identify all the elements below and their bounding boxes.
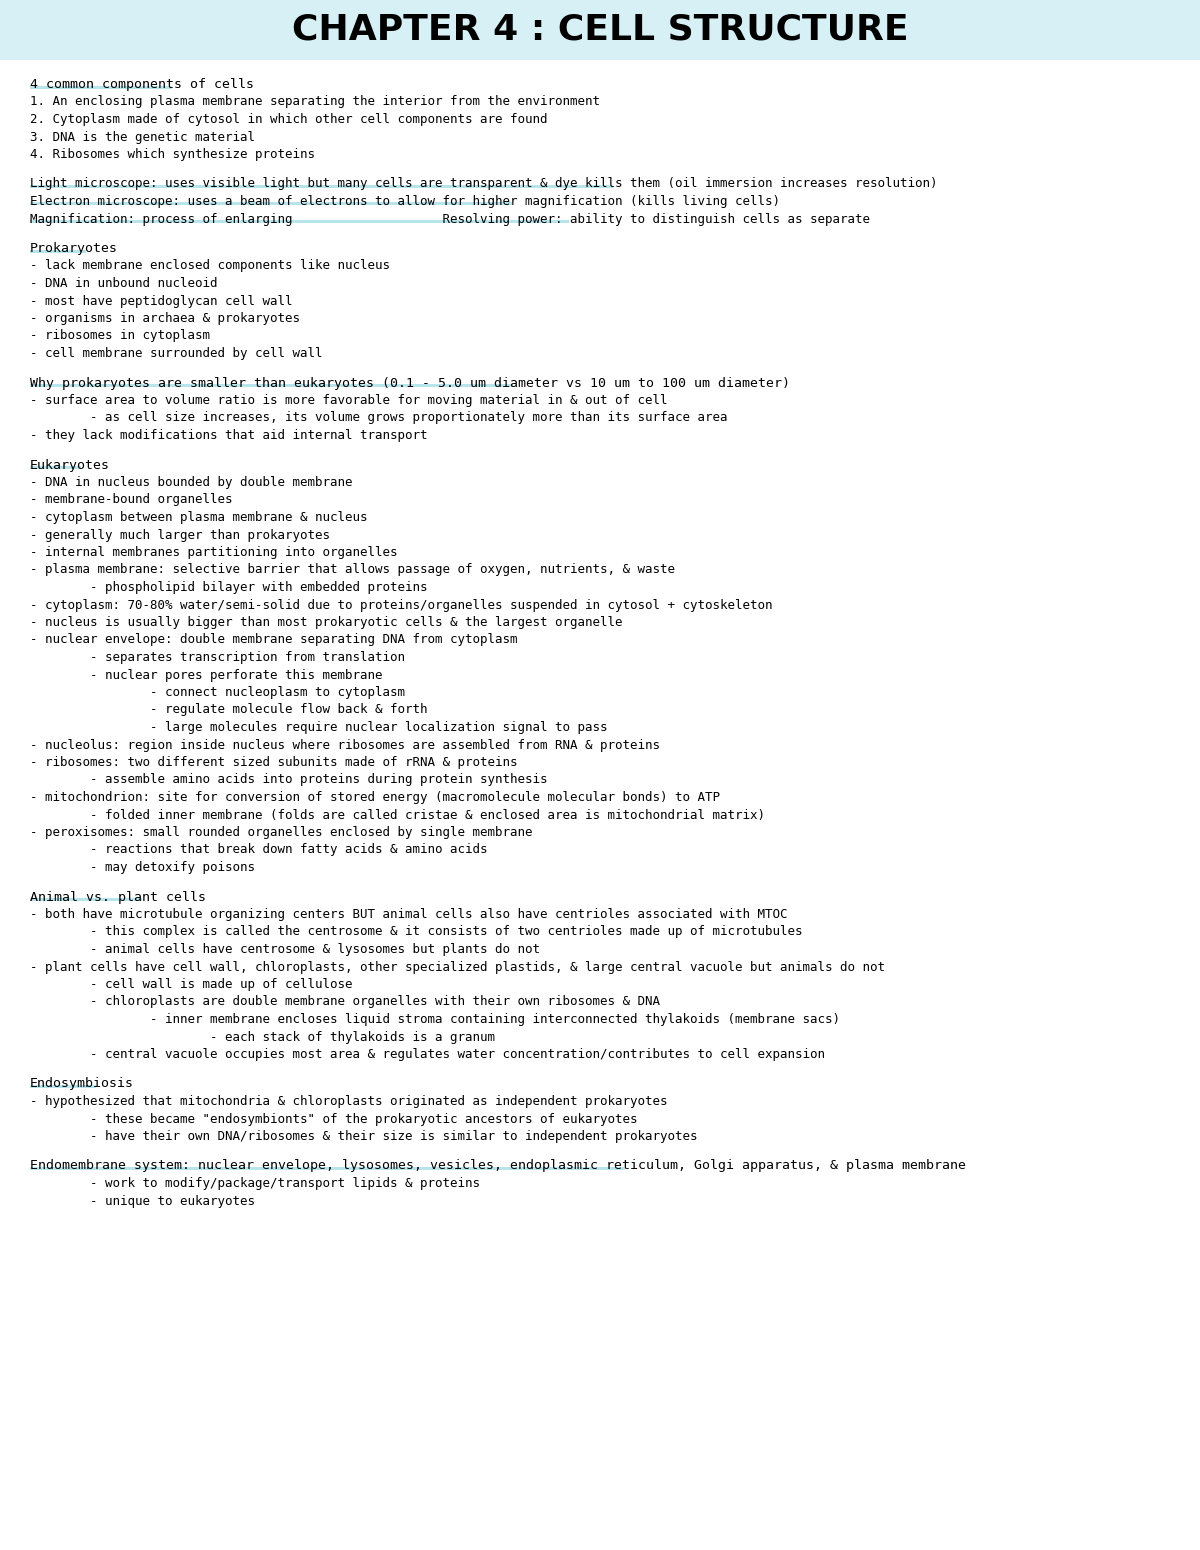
Text: - DNA in unbound nucleoid: - DNA in unbound nucleoid: [30, 277, 217, 290]
Text: - as cell size increases, its volume grows proportionately more than its surface: - as cell size increases, its volume gro…: [30, 411, 727, 425]
Text: - assemble amino acids into proteins during protein synthesis: - assemble amino acids into proteins dur…: [30, 773, 547, 786]
Text: Why prokaryotes are smaller than eukaryotes (0.1 - 5.0 um diameter vs 10 um to 1: Why prokaryotes are smaller than eukaryo…: [30, 377, 790, 389]
Bar: [30, 897, 142, 901]
Text: - cell wall is made up of cellulose: - cell wall is made up of cellulose: [30, 978, 353, 990]
Text: - internal membranes partitioning into organelles: - internal membranes partitioning into o…: [30, 546, 397, 560]
Text: - ribosomes: two different sized subunits made of rRNA & proteins: - ribosomes: two different sized subunit…: [30, 756, 517, 769]
Text: - reactions that break down fatty acids & amino acids: - reactions that break down fatty acids …: [30, 843, 487, 857]
Text: - connect nucleoplasm to cytoplasm: - connect nucleoplasm to cytoplasm: [30, 687, 406, 699]
Text: CHAPTER 4 : CELL STRUCTURE: CHAPTER 4 : CELL STRUCTURE: [292, 12, 908, 46]
Text: - cytoplasm: 70-80% water/semi-solid due to proteins/organelles suspended in cyt: - cytoplasm: 70-80% water/semi-solid due…: [30, 598, 773, 612]
Text: - work to modify/package/transport lipids & proteins: - work to modify/package/transport lipid…: [30, 1176, 480, 1190]
Text: Endomembrane system: nuclear envelope, lysosomes, vesicles, endoplasmic reticulu: Endomembrane system: nuclear envelope, l…: [30, 1159, 966, 1172]
Text: - regulate molecule flow back & forth: - regulate molecule flow back & forth: [30, 704, 427, 716]
Text: - DNA in nucleus bounded by double membrane: - DNA in nucleus bounded by double membr…: [30, 476, 353, 488]
Text: - membrane-bound organelles: - membrane-bound organelles: [30, 493, 233, 507]
Bar: [30, 85, 173, 88]
Text: - these became "endosymbionts" of the prokaryotic ancestors of eukaryotes: - these became "endosymbionts" of the pr…: [30, 1113, 637, 1125]
Text: Electron microscope: uses a beam of electrons to allow for higher magnification : Electron microscope: uses a beam of elec…: [30, 195, 780, 208]
Text: - inner membrane encloses liquid stroma containing interconnected thylakoids (me: - inner membrane encloses liquid stroma …: [30, 1014, 840, 1026]
Text: - organisms in archaea & prokaryotes: - organisms in archaea & prokaryotes: [30, 312, 300, 326]
Text: - peroxisomes: small rounded organelles enclosed by single membrane: - peroxisomes: small rounded organelles …: [30, 826, 533, 839]
Bar: [30, 1167, 625, 1170]
Text: 4. Ribosomes which synthesize proteins: 4. Ribosomes which synthesize proteins: [30, 147, 314, 161]
Text: - plasma membrane: selective barrier that allows passage of oxygen, nutrients, &: - plasma membrane: selective barrier tha…: [30, 564, 674, 577]
Text: - ribosomes in cytoplasm: - ribosomes in cytoplasm: [30, 330, 210, 343]
Text: - both have microtubule organizing centers BUT animal cells also have centrioles: - both have microtubule organizing cente…: [30, 908, 787, 921]
Text: 3. DNA is the genetic material: 3. DNA is the genetic material: [30, 130, 256, 144]
Text: - separates transcription from translation: - separates transcription from translati…: [30, 651, 406, 663]
Bar: [0, 0, 1200, 60]
Text: - plant cells have cell wall, chloroplasts, other specialized plastids, & large : - plant cells have cell wall, chloroplas…: [30, 961, 886, 973]
Text: - chloroplasts are double membrane organelles with their own ribosomes & DNA: - chloroplasts are double membrane organ…: [30, 995, 660, 1009]
Text: - animal cells have centrosome & lysosomes but plants do not: - animal cells have centrosome & lysosom…: [30, 942, 540, 956]
Text: - generally much larger than prokaryotes: - generally much larger than prokaryotes: [30, 529, 330, 541]
Text: Eukaryotes: Eukaryotes: [30, 459, 110, 471]
Text: - nuclear pores perforate this membrane: - nuclear pores perforate this membrane: [30, 668, 383, 682]
Text: - mitochondrion: site for conversion of stored energy (macromolecule molecular b: - mitochondrion: site for conversion of …: [30, 790, 720, 804]
Text: - nucleolus: region inside nucleus where ribosomes are assembled from RNA & prot: - nucleolus: region inside nucleus where…: [30, 738, 660, 752]
Text: - folded inner membrane (folds are called cristae & enclosed area is mitochondri: - folded inner membrane (folds are calle…: [30, 809, 766, 822]
Text: - each stack of thylakoids is a granum: - each stack of thylakoids is a granum: [30, 1031, 496, 1043]
Text: - most have peptidoglycan cell wall: - most have peptidoglycan cell wall: [30, 294, 293, 307]
Bar: [30, 184, 613, 188]
Text: - central vacuole occupies most area & regulates water concentration/contributes: - central vacuole occupies most area & r…: [30, 1048, 826, 1062]
Text: - lack membrane enclosed components like nucleus: - lack membrane enclosed components like…: [30, 259, 390, 273]
Text: - surface area to volume ratio is more favorable for moving material in & out of: - surface area to volume ratio is more f…: [30, 394, 667, 408]
Text: - have their own DNA/ribosomes & their size is similar to independent prokaryote: - have their own DNA/ribosomes & their s…: [30, 1130, 697, 1142]
Text: - hypothesized that mitochondria & chloroplasts originated as independent prokar: - hypothesized that mitochondria & chlor…: [30, 1094, 667, 1108]
Text: - cell membrane surrounded by cell wall: - cell membrane surrounded by cell wall: [30, 347, 323, 360]
Text: - nucleus is usually bigger than most prokaryotic cells & the largest organelle: - nucleus is usually bigger than most pr…: [30, 615, 623, 629]
Text: 2. Cytoplasm made of cytosol in which other cell components are found: 2. Cytoplasm made of cytosol in which ot…: [30, 113, 547, 126]
Text: - cytoplasm between plasma membrane & nucleus: - cytoplasm between plasma membrane & nu…: [30, 512, 367, 524]
Text: - large molecules require nuclear localization signal to pass: - large molecules require nuclear locali…: [30, 721, 607, 735]
Bar: [30, 467, 80, 470]
Text: Light microscope: uses visible light but many cells are transparent & dye kills : Light microscope: uses visible light but…: [30, 178, 937, 191]
Text: 1. An enclosing plasma membrane separating the interior from the environment: 1. An enclosing plasma membrane separati…: [30, 96, 600, 108]
Text: - nuclear envelope: double membrane separating DNA from cytoplasm: - nuclear envelope: double membrane sepa…: [30, 634, 517, 646]
Bar: [30, 220, 569, 223]
Bar: [30, 1085, 96, 1088]
Text: - this complex is called the centrosome & it consists of two centrioles made up : - this complex is called the centrosome …: [30, 925, 803, 938]
Text: Magnification: process of enlarging                    Resolving power: ability : Magnification: process of enlarging Reso…: [30, 212, 870, 225]
Bar: [30, 202, 511, 205]
Text: - they lack modifications that aid internal transport: - they lack modifications that aid inter…: [30, 429, 427, 442]
Text: - phospholipid bilayer with embedded proteins: - phospholipid bilayer with embedded pro…: [30, 581, 427, 594]
Text: - unique to eukaryotes: - unique to eukaryotes: [30, 1195, 256, 1207]
Text: Endosymbiosis: Endosymbiosis: [30, 1077, 134, 1091]
Bar: [30, 384, 512, 388]
Text: - may detoxify poisons: - may detoxify poisons: [30, 860, 256, 874]
Text: 4 common components of cells: 4 common components of cells: [30, 78, 254, 91]
Text: Prokaryotes: Prokaryotes: [30, 242, 118, 256]
Bar: [30, 250, 86, 253]
Text: Animal vs. plant cells: Animal vs. plant cells: [30, 891, 206, 904]
